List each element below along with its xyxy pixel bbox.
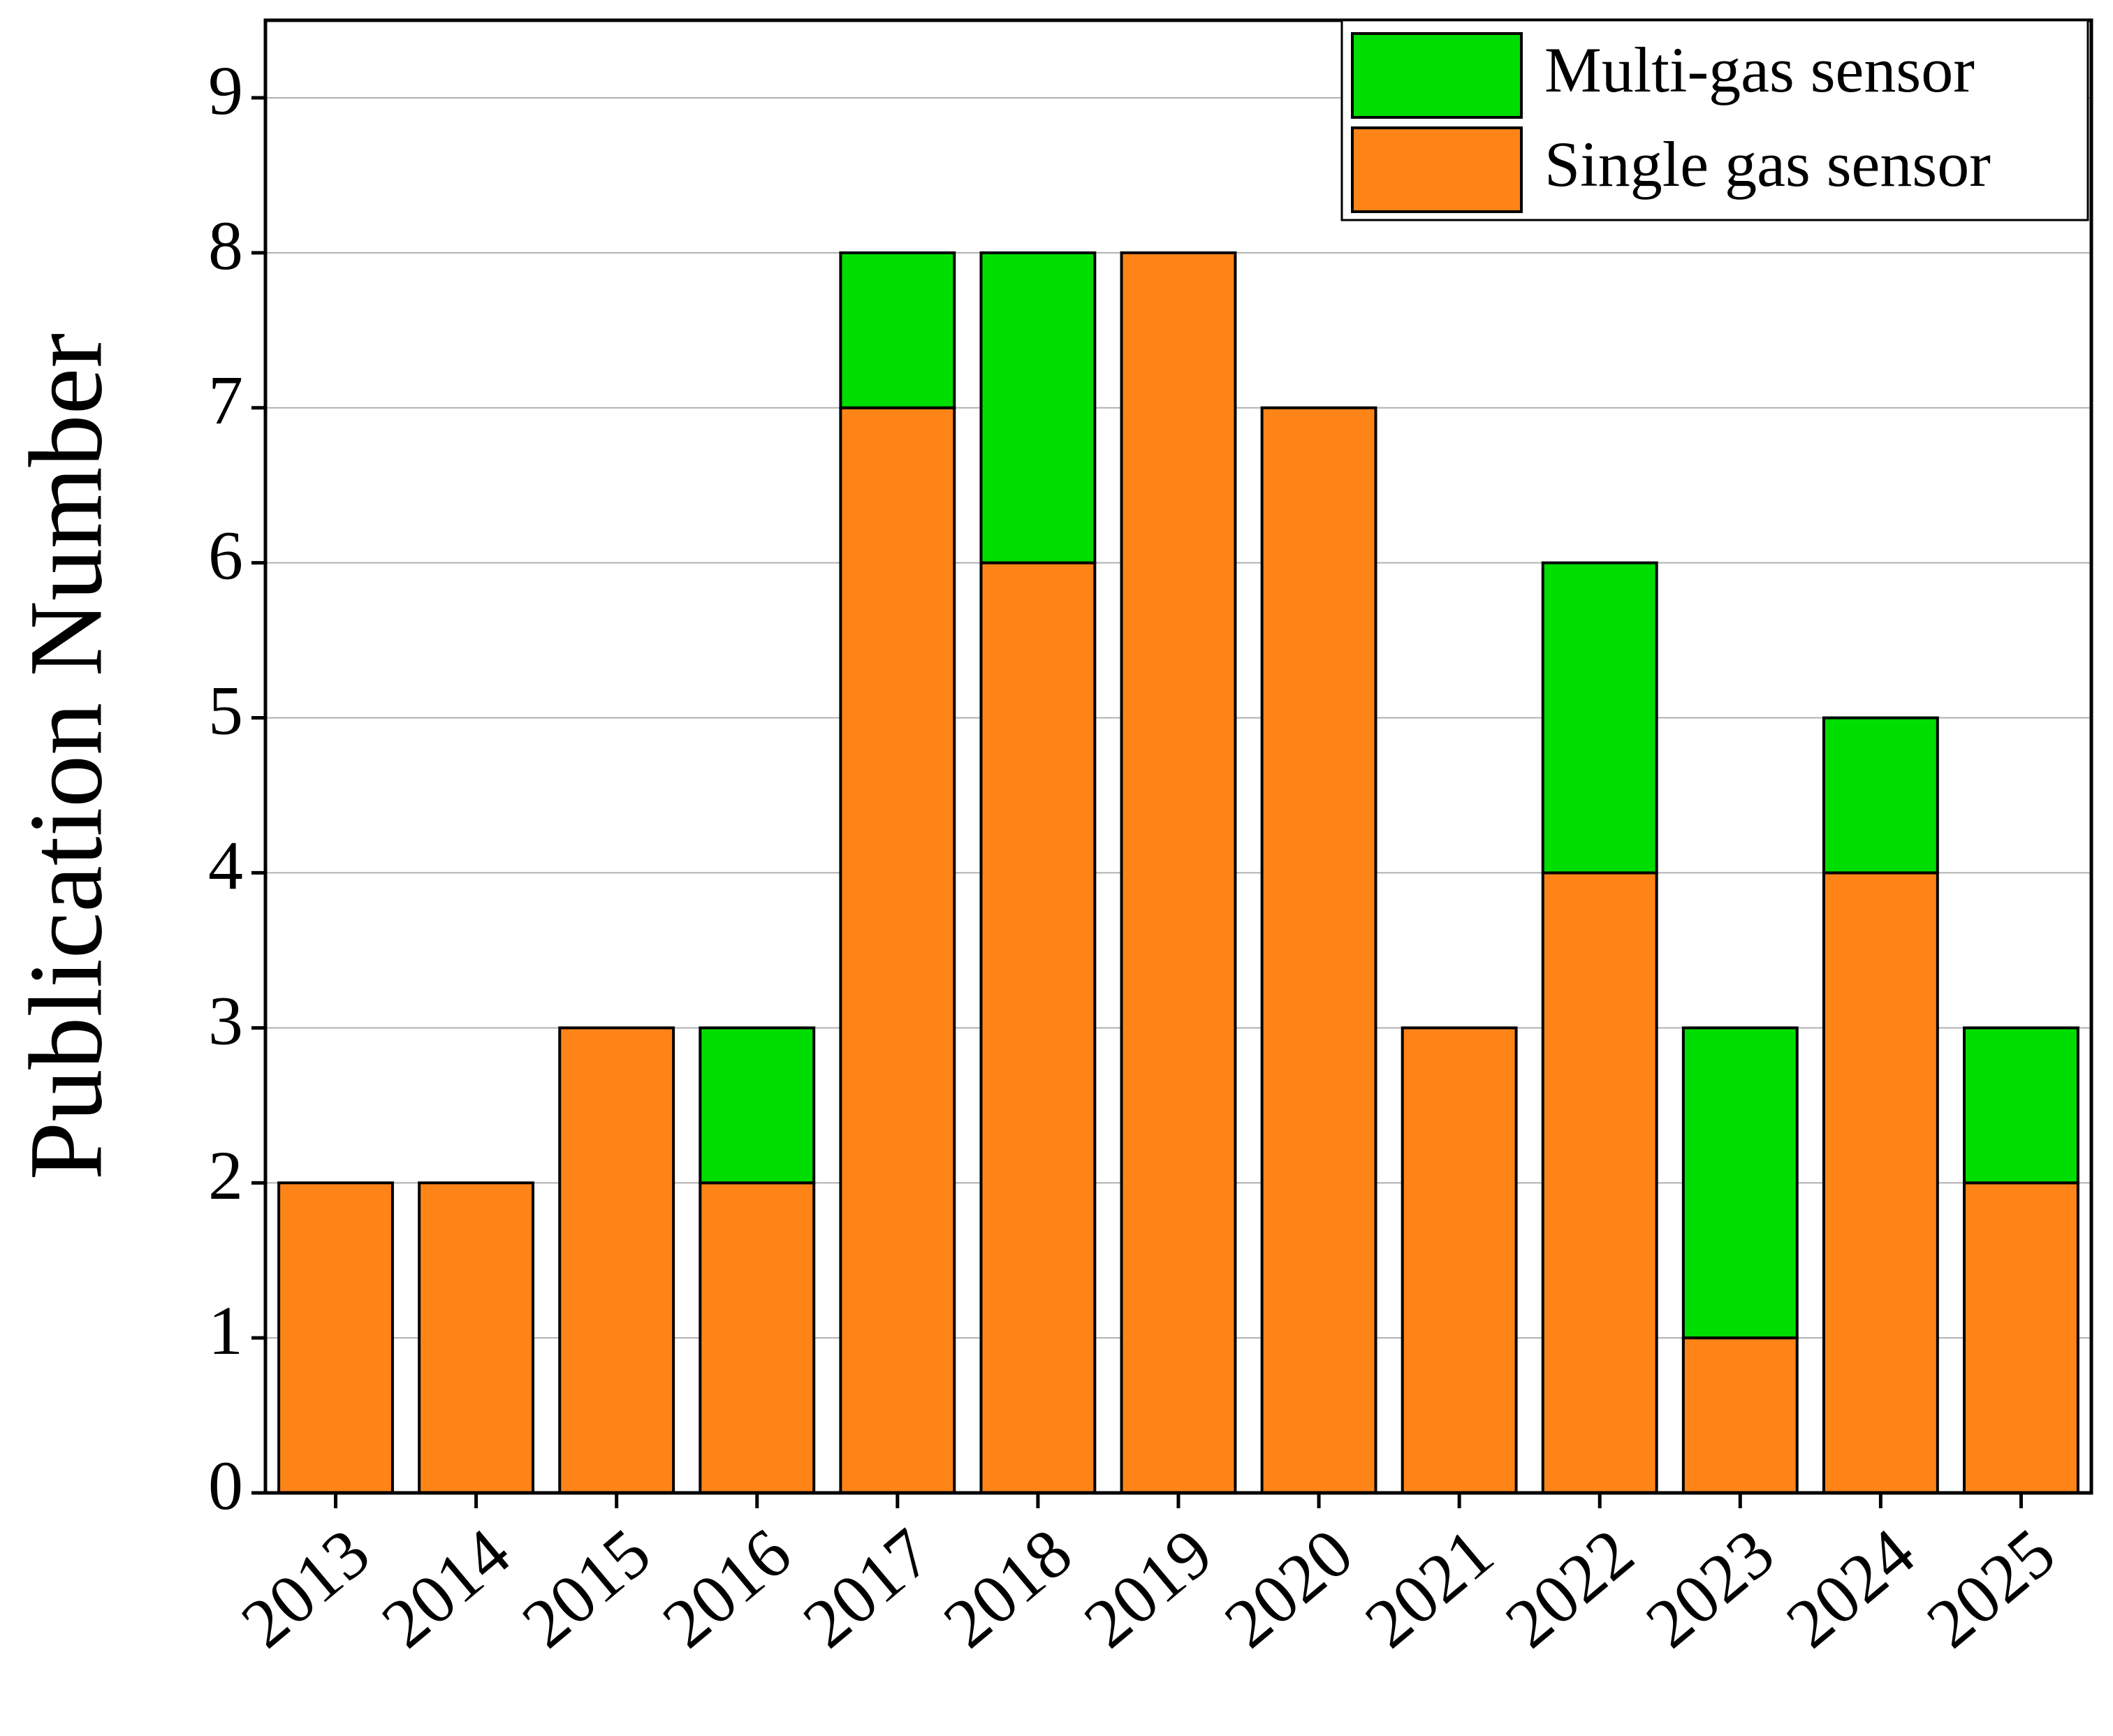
x-tick-label: 2020 (1210, 1513, 1367, 1663)
bar-segment (1822, 871, 1939, 1494)
y-tick-label: 7 (208, 362, 243, 439)
x-tick-label: 2014 (367, 1513, 525, 1663)
bar-segment (839, 251, 956, 409)
x-tick-label: 2015 (508, 1513, 665, 1663)
y-tick-label: 6 (208, 517, 243, 595)
y-tick-label: 2 (208, 1137, 243, 1214)
bar-segment (1963, 1026, 2079, 1185)
y-tick-label: 4 (208, 826, 243, 904)
y-tick-label: 3 (208, 982, 243, 1059)
x-tick-label: 2025 (1913, 1513, 2070, 1663)
x-tick-label: 2019 (1069, 1513, 1227, 1663)
bar-segment (1541, 561, 1658, 875)
x-tick-label: 2016 (648, 1513, 805, 1663)
bar-segment (979, 561, 1097, 1494)
x-tick-label: 2022 (1491, 1513, 1648, 1663)
y-tick-label: 8 (208, 207, 243, 284)
bar-segment (699, 1181, 816, 1495)
bar-segment (1822, 716, 1939, 875)
bar-segment (418, 1181, 535, 1495)
x-tick-label: 2013 (227, 1513, 384, 1663)
bar-segment (1963, 1181, 2079, 1495)
legend-label: Multi-gas sensor (1544, 34, 1975, 105)
bar-segment (1260, 406, 1377, 1494)
x-tick-label: 2018 (929, 1513, 1086, 1663)
legend-swatch (1351, 32, 1523, 119)
bar-segment (979, 251, 1097, 564)
y-tick-label: 5 (208, 671, 243, 749)
y-axis-label: Publication Number (8, 333, 124, 1180)
x-tick-label: 2024 (1772, 1513, 1929, 1663)
bar-segment (1681, 1026, 1799, 1340)
bar-segment (839, 406, 956, 1494)
y-tick-label: 9 (208, 52, 243, 129)
x-tick-label: 2021 (1350, 1513, 1507, 1663)
bar-segment (277, 1181, 394, 1495)
bar-segment (1541, 871, 1658, 1494)
x-tick-label: 2017 (789, 1513, 946, 1663)
bar-segment (558, 1026, 675, 1494)
plot-frame (263, 18, 2093, 1495)
y-tick-label: 0 (208, 1447, 243, 1524)
bar-segment (1120, 251, 1237, 1494)
bar-segment (699, 1026, 816, 1185)
bar-segment (1681, 1336, 1799, 1494)
legend-label: Single gas sensor (1544, 129, 1991, 200)
bar-segment (1401, 1026, 1518, 1494)
legend-swatch (1351, 126, 1523, 213)
x-tick-label: 2023 (1632, 1513, 1789, 1663)
y-tick-label: 1 (208, 1292, 243, 1369)
